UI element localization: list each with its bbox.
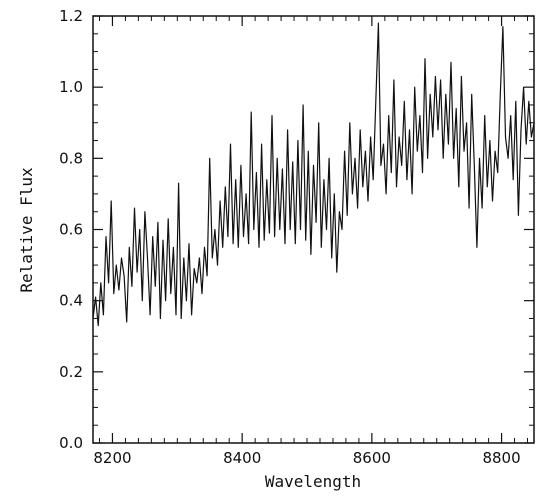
y-tick-label: 0.0 <box>59 434 83 452</box>
plot-frame <box>92 15 535 444</box>
x-axis-title: Wavelength <box>265 472 361 491</box>
y-tick-label: 0.8 <box>59 149 83 167</box>
x-tick-label: 8800 <box>482 449 520 467</box>
y-tick-label: 0.2 <box>59 363 83 381</box>
x-tick-labels: 8200 8400 8600 8800 <box>93 449 520 467</box>
y-tick-label: 1.2 <box>59 7 83 25</box>
major-ticks <box>93 15 534 444</box>
spectrum-line <box>92 22 535 327</box>
x-tick-label: 8400 <box>223 449 261 467</box>
y-tick-label: 0.6 <box>59 221 83 239</box>
minor-ticks <box>93 16 534 443</box>
y-tick-label: 0.4 <box>59 292 83 310</box>
y-tick-labels: 0.0 0.2 0.4 0.6 0.8 1.0 1.2 <box>59 7 83 452</box>
y-tick-label: 1.0 <box>59 78 83 96</box>
x-tick-label: 8200 <box>93 449 131 467</box>
x-tick-label: 8600 <box>353 449 391 467</box>
y-axis-title: Relative Flux <box>17 167 36 293</box>
